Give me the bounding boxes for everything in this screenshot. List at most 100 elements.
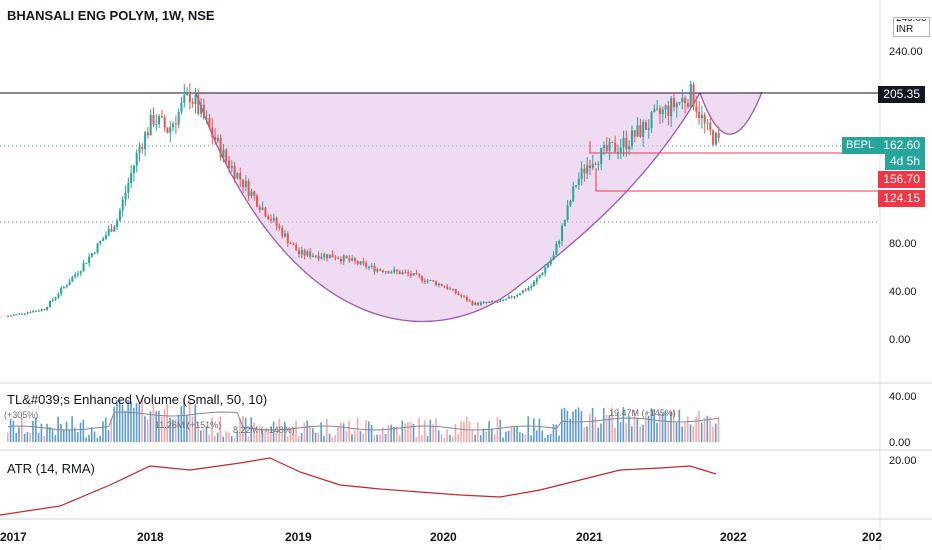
volume-bar [345,430,348,442]
candle-body [289,243,292,245]
volume-bar [32,420,34,442]
volume-bar [404,423,406,442]
candle-body [516,294,519,297]
candle-body [141,146,144,150]
volume-bar [309,425,311,442]
candle-body [152,114,155,125]
candle-body [510,296,513,298]
candle-body [367,266,370,268]
volume-bar [258,426,261,442]
volume-bar [48,427,51,442]
volume-bar [572,411,574,442]
candle-body [541,273,544,276]
volume-bar [317,432,320,442]
candle-body [146,132,149,136]
candle-body [712,130,715,145]
candle-body [93,253,96,255]
volume-bar [566,410,569,442]
volume-bar [54,435,57,442]
candle-body [479,302,482,305]
atr-tick-20: 20.00 [889,455,917,467]
volume-bar [163,408,166,442]
currency-button[interactable]: 240.00 INR [893,17,930,37]
candle-body [130,173,133,184]
candle-body [591,163,594,169]
candle-body [295,244,298,251]
volume-bar [647,415,650,442]
symbol-title[interactable]: BHANSALI ENG POLYM, 1W, NSE [7,8,215,23]
time-label-2023: 202 [862,530,883,544]
volume-bar [135,402,138,442]
candle-body [505,298,508,300]
volume-bar [275,432,278,442]
atr-indicator-title[interactable]: ATR (14, RMA) [7,461,95,476]
candle-body [138,146,141,153]
candle-body [650,112,653,128]
volume-bar [602,408,605,442]
candle-body [365,263,368,268]
candle-body [272,217,275,221]
candle-body [74,274,77,277]
candle-body [158,116,161,125]
volume-bar [23,433,26,442]
volume-bar [586,426,588,442]
candle-body [423,280,426,282]
candle-body [404,272,407,274]
volume-bar [362,433,364,442]
volume-bar [619,422,622,442]
volume-bar [93,431,96,442]
candle-body [572,186,575,202]
volume-bar [616,412,619,442]
candle-body [398,271,401,275]
volume-bar [158,410,160,442]
volume-bar [116,400,118,442]
volume-bar [79,422,82,442]
candle-body [689,84,692,107]
volume-bar [608,415,611,442]
volume-bar [208,434,211,442]
candle-body [48,300,51,308]
volume-bar [681,426,683,442]
candle-body [303,250,306,256]
volume-bar [138,404,141,442]
volume-bar [7,432,9,442]
volume-indicator-title[interactable]: TL&#039;s Enhanced Volume (Small, 50, 10… [7,392,268,407]
volume-bar [183,399,185,442]
support-price-badge-2: 124.15 [878,190,925,207]
candle-body [376,269,379,272]
candle-body [222,149,225,158]
volume-bar [376,434,378,442]
candle-body [29,312,32,314]
candle-body [499,300,502,303]
candle-body [286,233,289,244]
volume-bar [407,422,409,442]
candle-body [387,271,390,274]
candle-body [633,130,636,137]
candle-body [586,165,589,174]
candle-body [594,163,597,165]
volume-bar [583,427,586,442]
candle-body [236,172,239,179]
volume-bar [684,421,686,442]
candle-body [583,168,586,174]
volume-bar [395,426,398,442]
volume-bar [233,437,236,442]
candle-body [278,225,281,228]
volume-bar [454,423,457,442]
volume-bar [15,432,17,442]
candle-body [714,132,717,145]
candle-body [46,307,49,310]
candle-body [409,273,412,276]
candle-body [233,166,236,179]
candle-body [619,147,622,152]
candle-body [709,122,712,131]
volume-bar [239,418,241,442]
candle-body [256,195,259,207]
volume-bar [270,426,272,442]
candle-body [437,283,440,286]
volume-bar [577,407,580,442]
volume-bar [295,420,297,442]
candle-body [183,94,186,103]
volume-bar [174,419,177,442]
